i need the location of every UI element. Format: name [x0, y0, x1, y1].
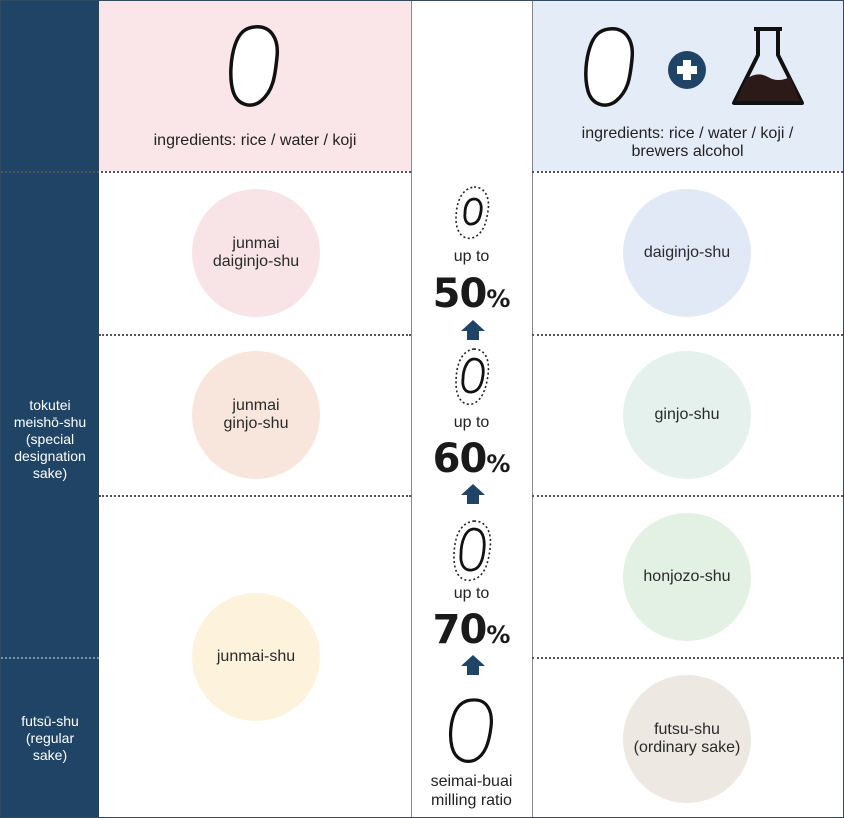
alcohol-added-header: ingredients: rice / water / koji / brewe…: [532, 1, 843, 171]
tokutei-meisho-shu-label: tokutei meishō-shu (special designation …: [13, 397, 87, 481]
row-separator: [1, 657, 99, 659]
polished-rice-icon: [455, 348, 490, 406]
rice-grain-icon: [584, 27, 635, 107]
middle-column-right-border: [532, 1, 533, 817]
junmai-ingredients-text: ingredients: rice / water / koji: [153, 132, 357, 149]
row-separator: [99, 495, 411, 497]
futsu-shu-circle: futsu-shu (ordinary sake): [623, 675, 751, 803]
junmai-header: ingredients: rice / water / koji: [99, 1, 411, 171]
milling-unit: %: [486, 621, 511, 649]
row-separator: [532, 657, 843, 659]
futsu-shu-label: futsū-shu (regular sake): [21, 713, 79, 763]
junmai-ginjo-shu-circle: junmai ginjo-shu: [192, 351, 320, 479]
row-separator: [532, 495, 843, 497]
row-separator: [1, 171, 411, 173]
row-separator: [532, 334, 843, 336]
milling-value: 60: [432, 436, 488, 482]
milling-ratio-50: 50%: [411, 271, 532, 317]
row-separator: [532, 171, 843, 173]
junmai-shu-circle: junmai-shu: [192, 593, 320, 721]
honjozo-shu-circle: honjozo-shu: [623, 513, 751, 641]
alcohol-ingredients-text: ingredients: rice / water / koji / brewe…: [581, 125, 794, 160]
sake-type-label: junmai ginjo-shu: [223, 397, 289, 432]
rice-grain-icon: [448, 698, 493, 763]
sake-type-label: ginjo-shu: [654, 406, 720, 423]
up-arrow-icon: [461, 484, 485, 504]
milling-up-to-label: up to: [453, 414, 490, 431]
sake-type-label: daiginjo-shu: [643, 244, 731, 261]
milling-ratio-60: 60%: [411, 436, 532, 482]
up-arrow-icon: [461, 655, 485, 675]
milling-value: 50: [432, 271, 488, 317]
flask-icon: [732, 27, 804, 105]
junmai-daiginjo-shu-circle: junmai daiginjo-shu: [192, 189, 320, 317]
row-separator: [99, 334, 411, 336]
sake-type-label: honjozo-shu: [643, 568, 731, 585]
milling-value: 70: [432, 607, 488, 653]
polished-rice-icon: [453, 520, 492, 582]
milling-up-to-label: up to: [453, 585, 490, 602]
category-sidebar: tokutei meishō-shu (special designation …: [1, 1, 99, 817]
milling-ratio-label: seimai-buai milling ratio: [430, 773, 513, 809]
rice-grain-icon: [229, 25, 280, 107]
sake-type-label: junmai daiginjo-shu: [212, 235, 300, 270]
polished-rice-icon: [455, 186, 490, 240]
sake-type-label: futsu-shu (ordinary sake): [633, 721, 741, 756]
daiginjo-shu-circle: daiginjo-shu: [623, 189, 751, 317]
milling-unit: %: [486, 450, 511, 478]
milling-unit: %: [486, 285, 511, 313]
sake-type-label: junmai-shu: [216, 648, 296, 665]
up-arrow-icon: [461, 320, 485, 340]
milling-up-to-label: up to: [453, 248, 490, 265]
middle-column-left-border: [411, 1, 412, 817]
ginjo-shu-circle: ginjo-shu: [623, 351, 751, 479]
plus-icon: [668, 51, 706, 89]
milling-ratio-70: 70%: [411, 607, 532, 653]
